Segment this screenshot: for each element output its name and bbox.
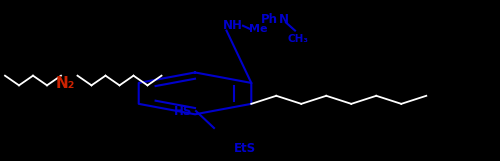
Text: CH₃: CH₃ (287, 34, 308, 44)
Text: HS: HS (174, 105, 192, 118)
Text: EtS: EtS (234, 142, 256, 155)
Text: Ph: Ph (260, 13, 278, 26)
Text: NH: NH (222, 19, 242, 32)
Text: N: N (278, 13, 288, 26)
Text: Me: Me (249, 24, 267, 34)
Text: N₂: N₂ (56, 76, 74, 91)
